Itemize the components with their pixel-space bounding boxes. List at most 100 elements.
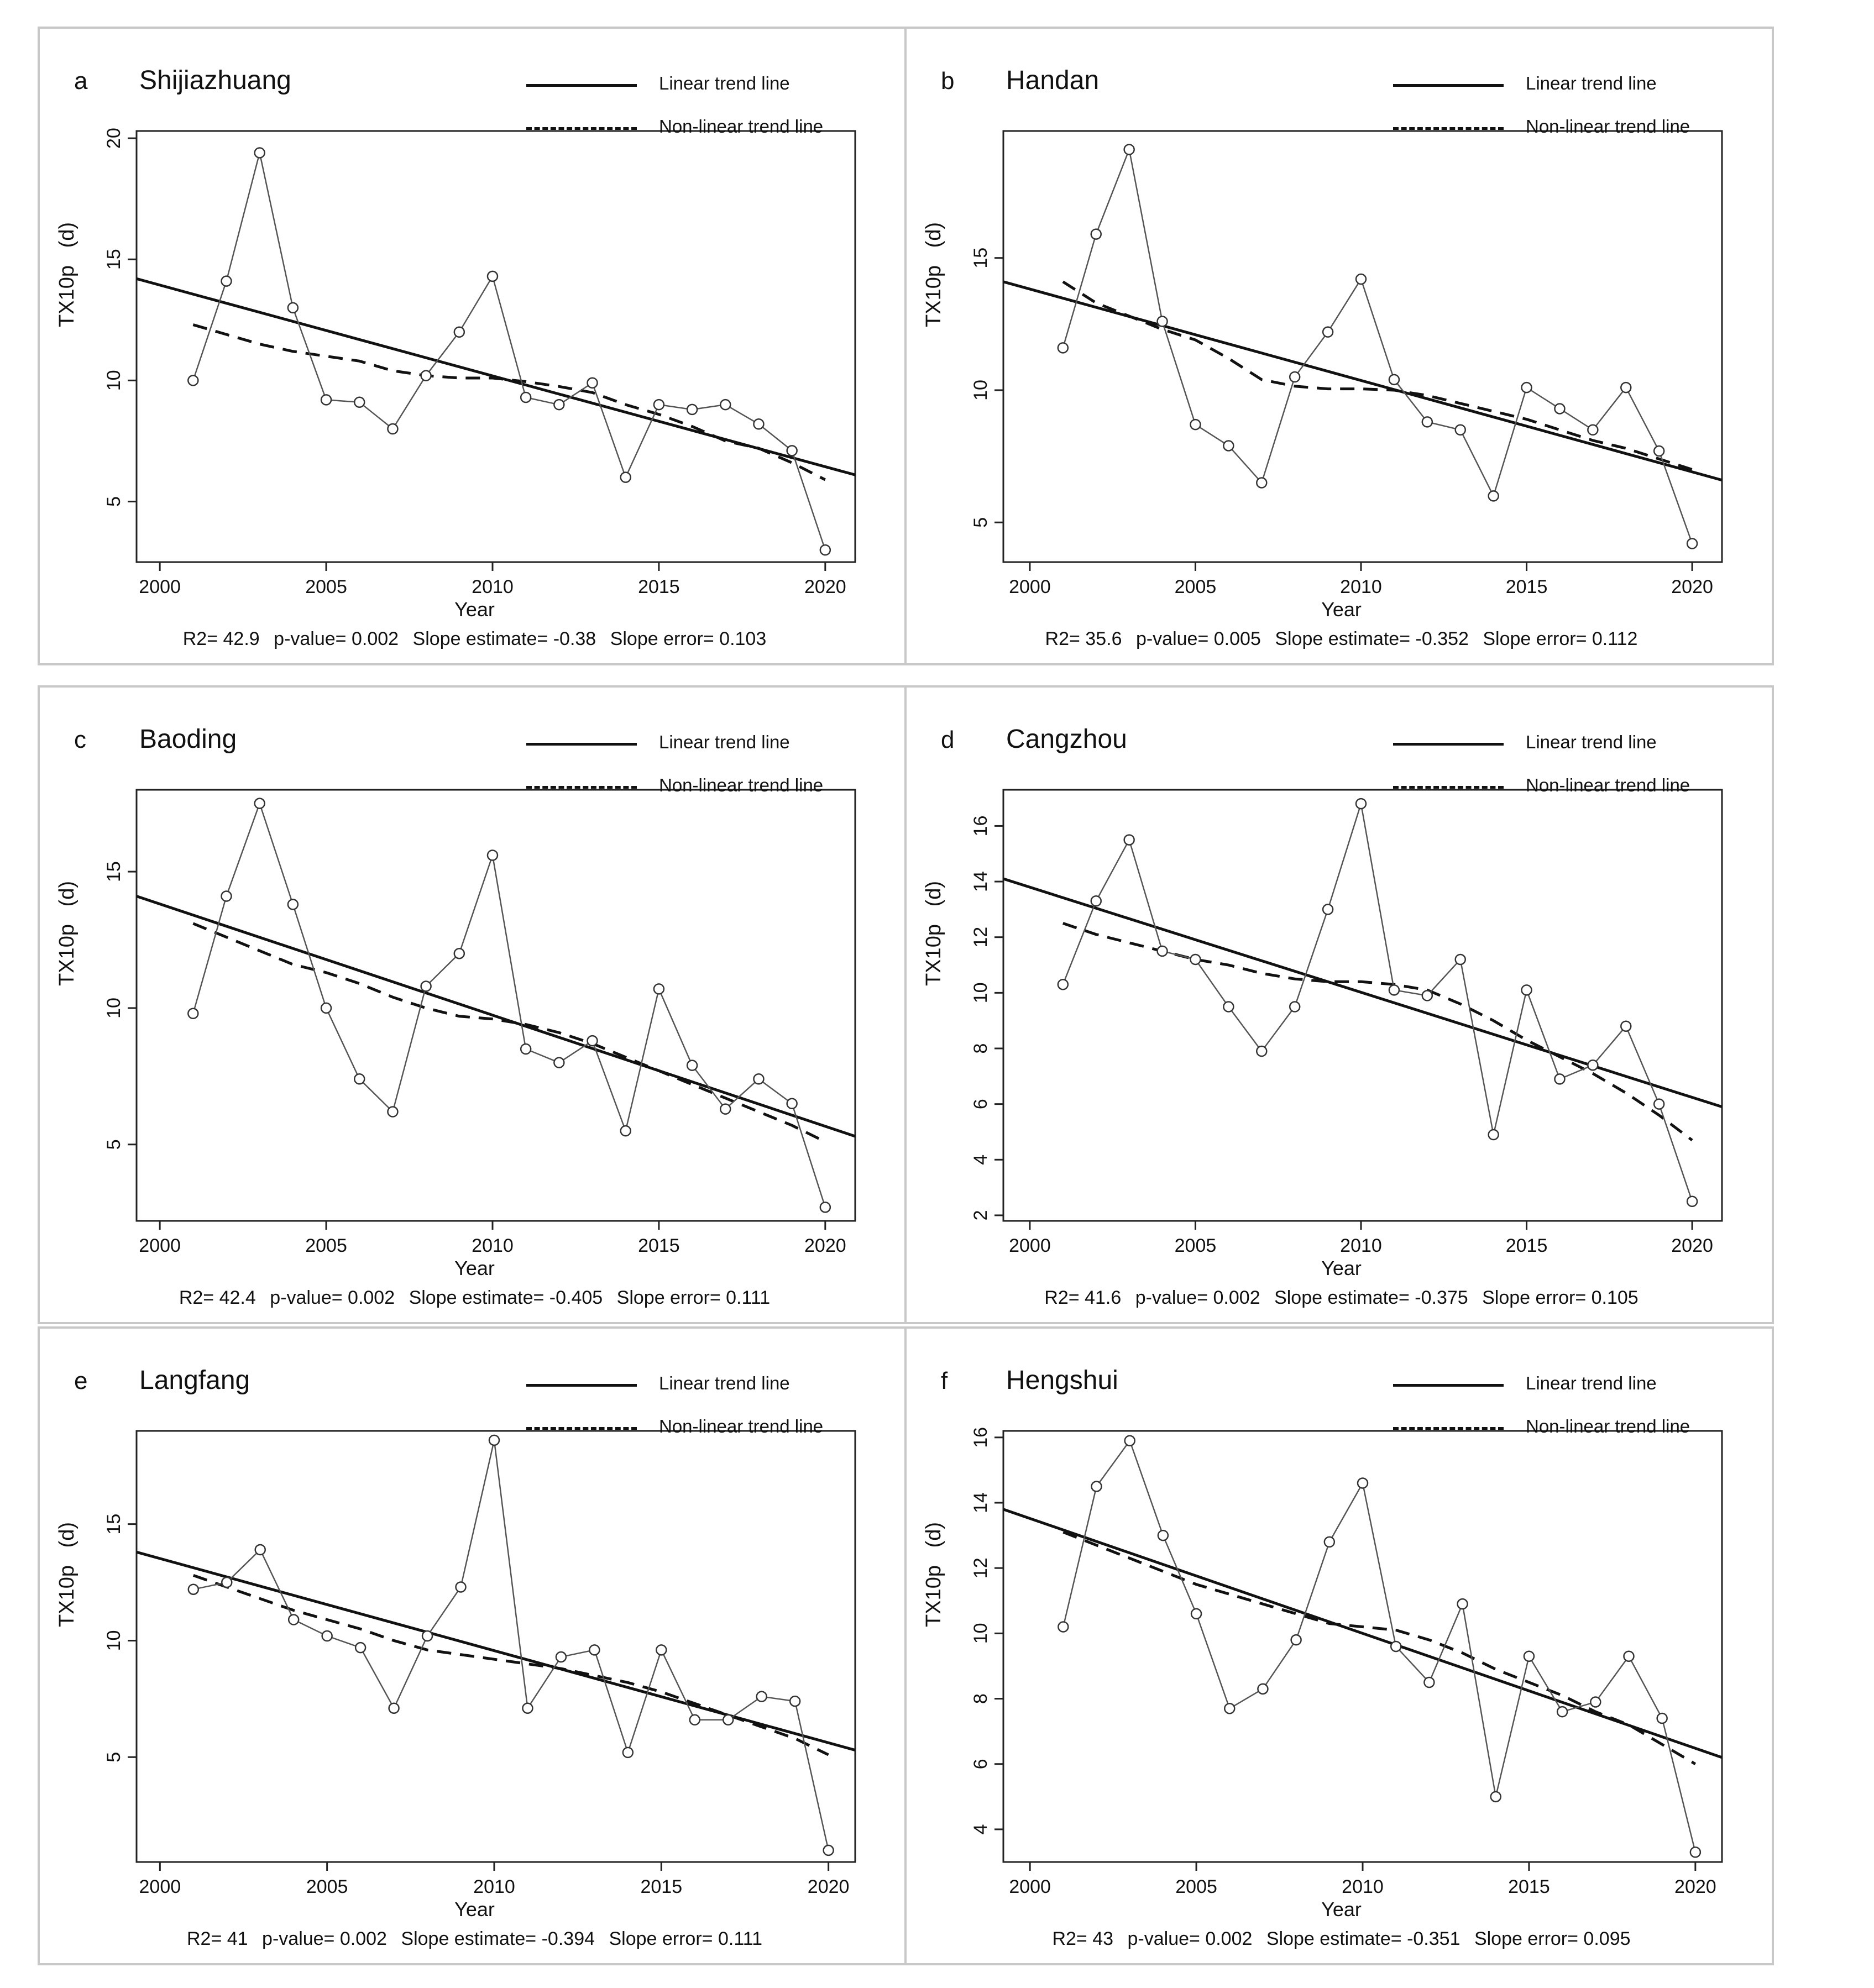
stats-line: R2= 41.6 p-value= 0.002 Slope estimate= … [907, 1287, 1772, 1309]
panel-f: 2000 2005 2010 2015 2020 4 6 8 10 12 14 16 f Hengsh… [904, 1326, 1774, 1965]
nonlinear-trend-line [1062, 280, 1693, 471]
x-tick-label: 2015 [638, 576, 680, 597]
y-tick-label: 16 [970, 816, 991, 837]
data-point [1057, 342, 1069, 354]
data-point [786, 445, 798, 457]
data-point [1156, 316, 1168, 327]
x-tick-label: 2005 [305, 576, 347, 597]
data-point [1454, 953, 1466, 966]
stat-p-value: p-value= 0.002 [1135, 1287, 1260, 1308]
data-point [1058, 1621, 1069, 1633]
stat-slope-error: Slope error= 0.103 [610, 628, 767, 649]
data-point [488, 1434, 500, 1446]
y-tick-label: 2 [970, 1210, 991, 1220]
data-point [1689, 1847, 1702, 1858]
data-point [486, 270, 499, 282]
series-line [1062, 1439, 1697, 1853]
data-point [553, 1057, 565, 1068]
linear-trend-line [1003, 1508, 1722, 1759]
y-tick-label: 10 [970, 982, 991, 1003]
linear-trend-line [137, 1550, 855, 1752]
panel-e: 2000 2005 2010 2015 2020 5 10 15 e Langfang Lin… [38, 1326, 907, 1965]
data-point [555, 1651, 567, 1663]
stat-r2: R2= 41.6 [1044, 1287, 1122, 1308]
stat-slope-estimate: Slope estimate= -0.375 [1274, 1287, 1468, 1308]
stat-slope-estimate: Slope estimate= -0.38 [412, 628, 596, 649]
y-tick-label: 5 [103, 1752, 124, 1763]
data-point [620, 1125, 631, 1137]
data-point [1587, 424, 1599, 436]
stats-line: R2= 42.9 p-value= 0.002 Slope estimate= … [40, 628, 905, 650]
data-point [520, 1043, 532, 1055]
legend-nonlinear-label: Non-linear trend line [659, 775, 824, 795]
data-point [1223, 440, 1234, 452]
legend-linear-swatch [1393, 1384, 1504, 1387]
legend-nonlinear-label: Non-linear trend line [1526, 775, 1690, 795]
panel-title: Langfang [139, 1366, 250, 1395]
x-tick-label: 2010 [472, 576, 514, 597]
stats-line: R2= 41 p-value= 0.002 Slope estimate= -0… [40, 1928, 905, 1950]
data-point [421, 1630, 433, 1642]
data-point [1421, 416, 1433, 428]
stat-slope-error: Slope error= 0.105 [1482, 1287, 1639, 1308]
data-point [520, 391, 532, 403]
data-point [1123, 144, 1135, 155]
data-point [453, 326, 465, 338]
panel-title: Baoding [139, 725, 237, 754]
y-axis-title: TX10p (d) [55, 880, 78, 986]
data-point [1521, 984, 1532, 996]
y-tick-label: 12 [970, 927, 991, 948]
data-point [1289, 1001, 1301, 1013]
legend-linear-swatch [1393, 84, 1504, 87]
data-point [453, 947, 465, 959]
data-point [1322, 326, 1334, 338]
legend-nonlinear-swatch [526, 127, 637, 130]
x-tick-label: 2020 [1671, 1235, 1713, 1256]
data-point [753, 1073, 765, 1085]
plot-svg: 2000 2005 2010 2015 2020 5 10 15 [970, 130, 1723, 597]
data-point [1554, 1073, 1566, 1085]
legend-linear-label: Linear trend line [659, 1373, 790, 1393]
x-tick-label: 2020 [804, 576, 846, 597]
stat-r2: R2= 42.9 [182, 628, 260, 649]
stats-line: R2= 35.6 p-value= 0.005 Slope estimate= … [907, 628, 1772, 650]
stat-r2: R2= 41 [187, 1928, 248, 1949]
linear-trend-line [1003, 280, 1722, 482]
legend-nonlinear-swatch [1393, 1427, 1504, 1430]
legend-nonlinear-label: Non-linear trend line [1526, 1416, 1690, 1436]
y-tick-label: 20 [103, 128, 124, 149]
x-tick-label: 2015 [1506, 1235, 1548, 1256]
y-tick-label: 6 [970, 1099, 991, 1109]
y-tick-label: 6 [970, 1759, 991, 1769]
data-point [819, 544, 831, 556]
stat-slope-error: Slope error= 0.095 [1474, 1928, 1631, 1949]
data-point [486, 849, 499, 861]
x-axis-title: Year [1321, 1257, 1362, 1279]
legend-linear-label: Linear trend line [1526, 732, 1657, 752]
data-point [653, 983, 665, 995]
data-point [1256, 477, 1268, 489]
data-point [656, 1644, 667, 1656]
x-axis-title: Year [454, 1257, 495, 1279]
panel-c: 2000 2005 2010 2015 2020 5 10 15 c Baoding Line… [38, 685, 907, 1324]
y-axis-title: TX10p (d) [922, 222, 945, 327]
stat-p-value: p-value= 0.005 [1135, 628, 1261, 649]
y-axis-title: TX10p (d) [922, 1522, 945, 1627]
data-point [1156, 945, 1168, 957]
data-point [1523, 1650, 1535, 1662]
series-line [1062, 147, 1693, 544]
legend-nonlinear-swatch [1393, 786, 1504, 789]
data-point [620, 471, 631, 483]
plot-svg: 2000 2005 2010 2015 2020 5 10 15 [103, 789, 856, 1256]
x-tick-label: 2010 [472, 1235, 514, 1256]
y-tick-label: 8 [970, 1043, 991, 1054]
y-tick-label: 10 [970, 380, 991, 401]
data-point [1057, 979, 1069, 990]
panel-b: 2000 2005 2010 2015 2020 5 10 15 b Handan Linea… [904, 27, 1774, 665]
data-point [1190, 953, 1201, 966]
stat-slope-error: Slope error= 0.112 [1483, 628, 1638, 649]
data-point [553, 398, 565, 411]
legend-linear-label: Linear trend line [1526, 1373, 1657, 1393]
panel-d: 2000 2005 2010 2015 2020 2 4 6 8 10 12 14 16 d Cangz… [904, 685, 1774, 1324]
legend-nonlinear-swatch [526, 786, 637, 789]
